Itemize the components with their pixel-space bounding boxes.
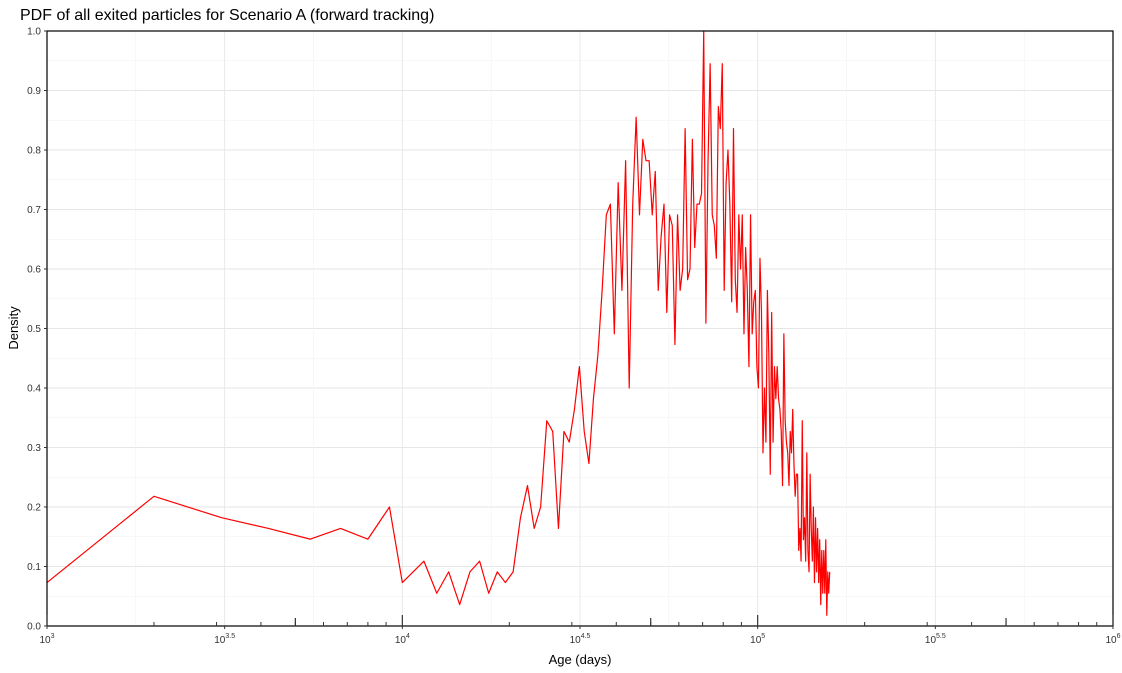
y-tick-label: 0.5	[27, 324, 41, 335]
x-tick-label: 104	[395, 633, 410, 646]
y-tick-label: 0.3	[27, 443, 41, 454]
y-tick-label: 0.2	[27, 503, 41, 514]
x-tick-label: 103	[39, 633, 54, 646]
y-tick-label: 0.6	[27, 265, 41, 276]
y-tick-label: 0.7	[27, 205, 41, 216]
y-axis: 0.0 0.1 0.2 0.3 0.4 0.5 0.6 0.7 0.8 0.9 1.0	[27, 27, 47, 633]
y-tick-label: 0.4	[27, 384, 41, 395]
x-tick-label: 106	[1105, 633, 1120, 646]
x-tick-label: 105	[750, 633, 765, 646]
y-tick-label: 0.1	[27, 562, 41, 573]
x-tick-label: 104.5	[570, 633, 591, 646]
y-tick-label: 0.9	[27, 86, 41, 97]
x-tick-label: 103.5	[214, 633, 235, 646]
y-tick-label: 0.0	[27, 622, 41, 633]
x-axis: 103 103.5 104 104.5 105 105.5 106	[39, 615, 1121, 646]
density-line	[46, 30, 831, 616]
y-tick-label: 0.8	[27, 146, 41, 157]
y-axis-title: Density	[6, 306, 21, 350]
x-tick-label: 105.5	[925, 633, 946, 646]
x-axis-title: Age (days)	[549, 652, 612, 667]
series-layer	[46, 30, 831, 616]
y-tick-label: 1.0	[27, 27, 41, 38]
chart-title: PDF of all exited particles for Scenario…	[20, 7, 434, 24]
grid	[46, 30, 1114, 627]
